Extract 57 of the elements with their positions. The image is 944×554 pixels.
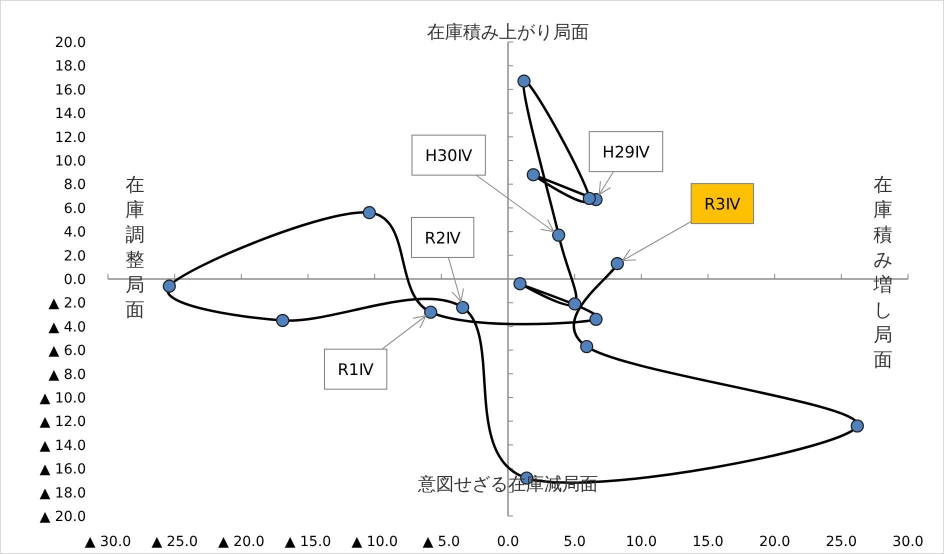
annotation: 在庫積み増し局面 [872, 174, 892, 371]
point [582, 192, 596, 206]
point [526, 168, 540, 182]
annotation: R2Ⅳ [424, 228, 461, 248]
x-tick-label: 15.0 [692, 534, 724, 550]
point [362, 206, 376, 220]
y-tick-label: 6.0 [64, 200, 86, 217]
x-tick-label: ▲ 30.0 [84, 534, 132, 550]
y-tick-label: 10.0 [54, 154, 86, 170]
x-tick-label: 0.0 [496, 534, 520, 550]
point [517, 74, 531, 88]
y-tick-label: ▲ 18.0 [40, 485, 86, 502]
y-tick-label: ▲ 14.0 [40, 438, 86, 454]
y-tick-label: ▲ 10.0 [40, 390, 86, 406]
point [568, 297, 582, 310]
point [513, 277, 527, 290]
point [552, 228, 566, 242]
y-tick-label: ▲ 16.0 [40, 462, 86, 478]
point [589, 312, 603, 326]
x-tick-label: ▲ 20.0 [218, 534, 265, 550]
x-tick-label: ▲ 5.0 [422, 534, 460, 550]
y-tick-label: 0.0 [64, 272, 86, 288]
y-tick-label: 18.0 [54, 58, 86, 75]
x-tick-label: 25.0 [826, 534, 857, 550]
x-tick-label: ▲ 25.0 [151, 534, 198, 550]
y-tick-label: ▲ 8.0 [48, 366, 86, 383]
y-tick-label: ▲ 4.0 [48, 319, 86, 336]
y-tick-label: 8.0 [64, 177, 86, 194]
y-tick-label: 4.0 [64, 224, 86, 241]
point [580, 340, 594, 354]
y-tick-label: 20.0 [54, 35, 86, 51]
point [456, 300, 470, 314]
y-tick-label: 16.0 [54, 82, 86, 98]
y-tick-label: 12.0 [54, 130, 86, 146]
annotation: R3Ⅳ [704, 194, 741, 214]
y-tick-label: 2.0 [64, 248, 86, 264]
annotation: H30Ⅳ [425, 146, 472, 166]
y-tick-label: ▲ 20.0 [40, 509, 86, 525]
x-tick-label: 30.0 [892, 534, 924, 550]
y-tick-label: ▲ 6.0 [48, 343, 86, 360]
x-tick-label: ▲ 10.0 [351, 534, 398, 550]
x-tick-label: 5.0 [564, 534, 586, 550]
point [610, 256, 624, 270]
point [850, 419, 864, 433]
annotation: R1Ⅳ [338, 360, 374, 380]
y-tick-label: ▲ 12.0 [40, 414, 86, 430]
point [162, 280, 176, 293]
x-tick-label: 10.0 [626, 534, 657, 550]
y-tick-label: 14.0 [54, 106, 86, 122]
annotation: 在庫調整局面 [126, 174, 144, 321]
point [276, 314, 290, 328]
point [424, 306, 438, 319]
annotation: H29Ⅳ [602, 142, 650, 162]
x-tick-label: 20.0 [759, 534, 790, 550]
x-tick-label: ▲ 15.0 [284, 534, 332, 550]
y-tick-label: ▲ 2.0 [48, 296, 86, 312]
annotation: 在庫積み上がり局面 [427, 22, 589, 43]
